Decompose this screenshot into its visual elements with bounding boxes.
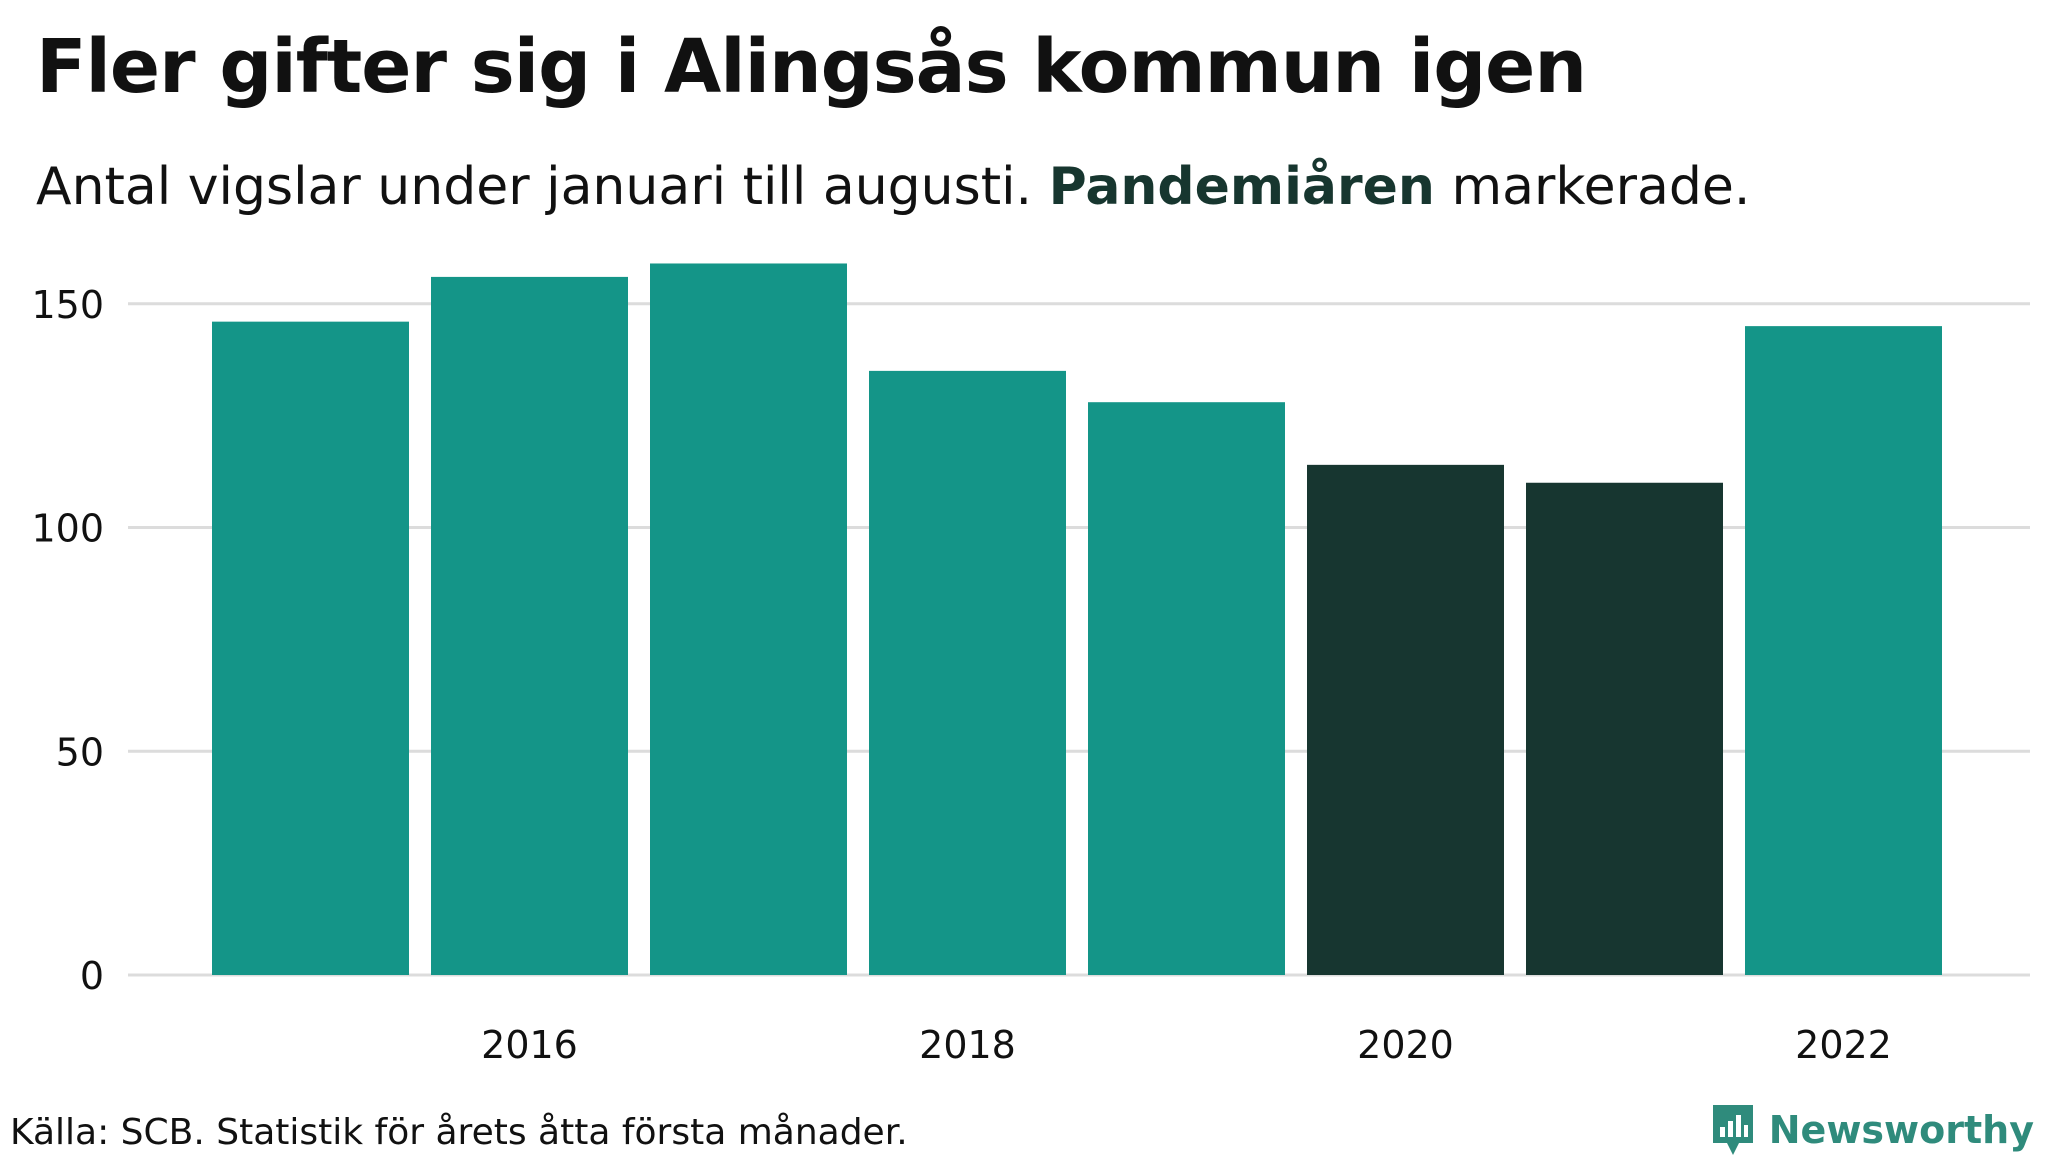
x-axis-ticks: 2016 2018 2020 2022: [481, 1023, 1892, 1067]
y-tick-label-0: 0: [80, 954, 104, 998]
chart-title: Fler gifter sig i Alingsås kommun igen: [36, 24, 1587, 110]
x-tick-label-2016: 2016: [481, 1023, 578, 1067]
bar-chart-icon: [1712, 1105, 1753, 1155]
bar-2021: [1526, 482, 1723, 975]
bar-2015: [212, 321, 409, 975]
bars: [212, 263, 1942, 976]
bar-2020: [1307, 464, 1504, 975]
y-tick-label-150: 150: [31, 283, 104, 327]
x-tick-label-2022: 2022: [1795, 1023, 1892, 1067]
bar-2016: [431, 276, 628, 975]
x-tick-label-2020: 2020: [1357, 1023, 1454, 1067]
bar-2022: [1745, 326, 1942, 975]
subtitle-text-start: Antal vigslar under januari till augusti…: [36, 157, 1049, 217]
x-tick-label-2018: 2018: [919, 1023, 1016, 1067]
y-axis-ticks: 0 50 100 150: [31, 283, 104, 998]
bar-2018: [869, 370, 1066, 975]
chart-subtitle: Antal vigslar under januari till augusti…: [36, 152, 1750, 222]
brand-logo: Newsworthy: [1709, 1100, 2034, 1160]
subtitle-highlight: Pandemiåren: [1048, 157, 1435, 217]
bar-2019: [1088, 402, 1285, 975]
gridlines: [128, 302, 2030, 977]
bar-2017: [650, 263, 847, 976]
y-tick-label-100: 100: [31, 507, 104, 551]
brand-name: Newsworthy: [1768, 1108, 2034, 1152]
y-tick-label-50: 50: [56, 730, 104, 774]
source-note: Källa: SCB. Statistik för årets åtta för…: [10, 1112, 908, 1153]
subtitle-text-end: markerade.: [1434, 157, 1751, 217]
